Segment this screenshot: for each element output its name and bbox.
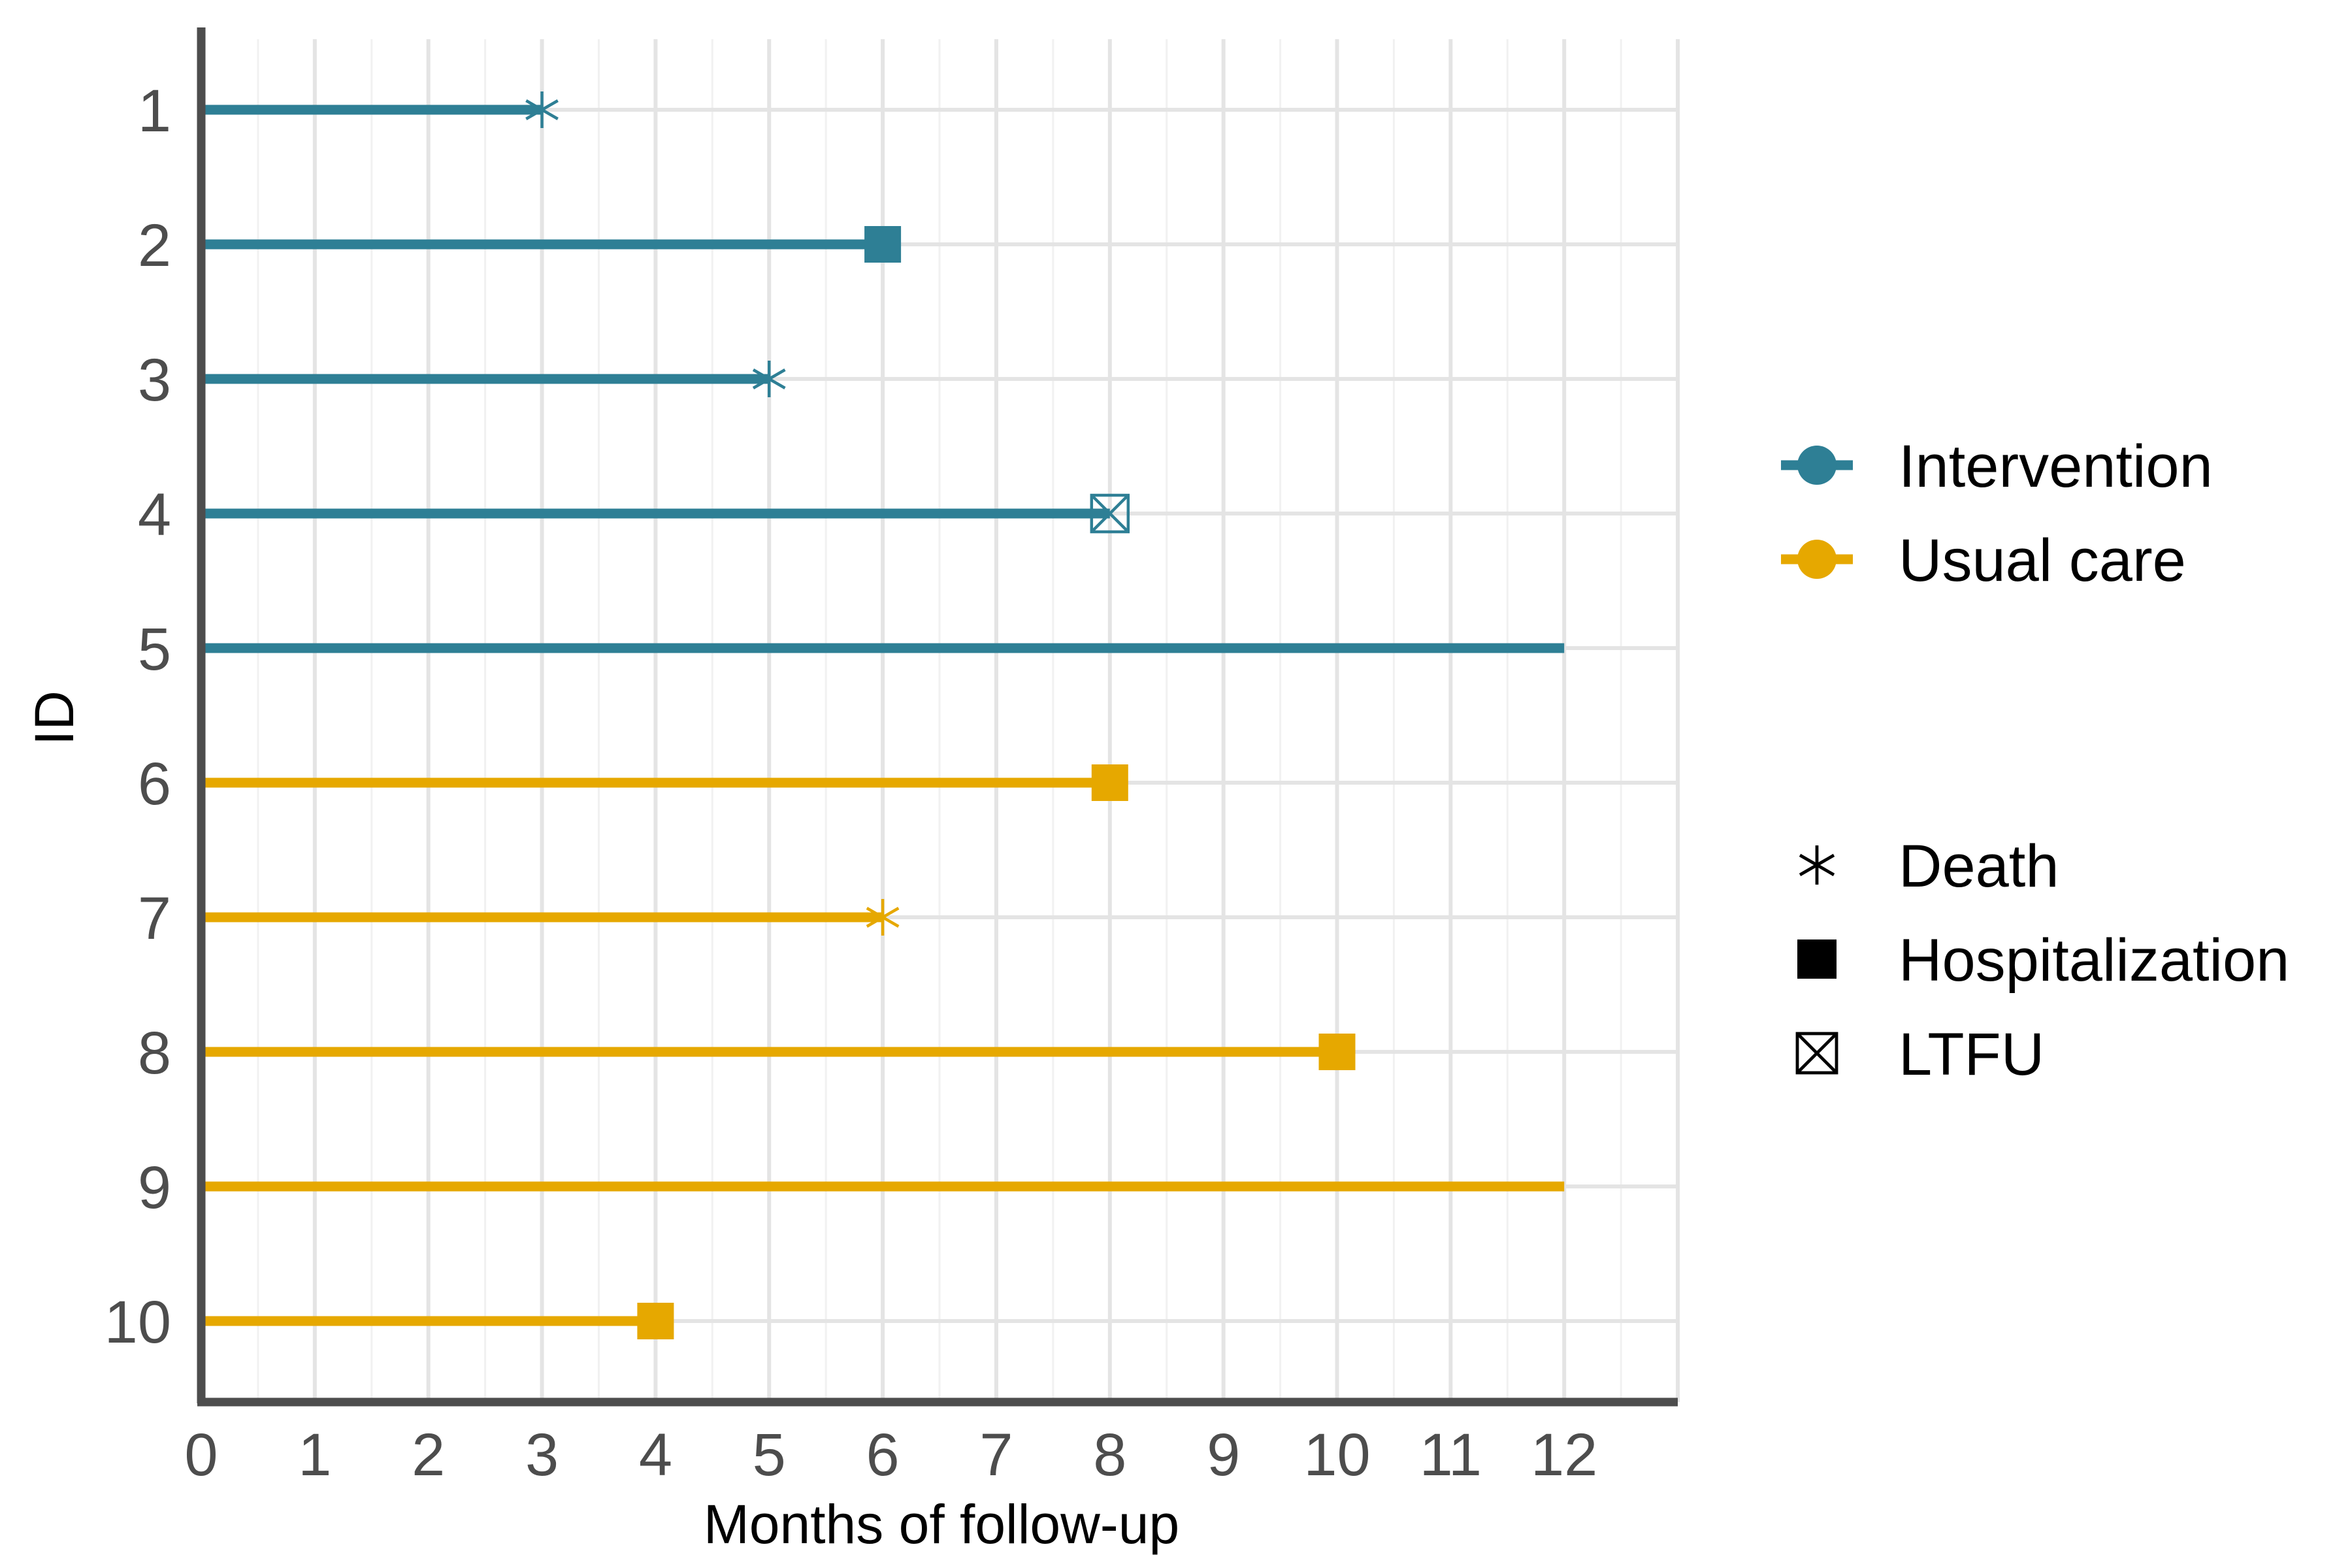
- x-tick-label: 8: [1093, 1422, 1126, 1488]
- legend-key-dot: [1797, 446, 1837, 485]
- y-tick-label: 2: [138, 212, 171, 279]
- y-tick-label: 6: [138, 751, 171, 817]
- legend-key-asterisk: [1799, 845, 1835, 885]
- y-tick-label: 5: [138, 616, 171, 683]
- x-tick-label: 7: [979, 1422, 1013, 1488]
- x-tick-label: 4: [639, 1422, 672, 1488]
- legend-label: LTFU: [1899, 1021, 2044, 1088]
- legend-key-dot: [1797, 540, 1837, 579]
- plot-area: [201, 91, 1565, 1339]
- event-marker-10: [637, 1303, 674, 1339]
- x-tick-label: 0: [184, 1422, 218, 1488]
- x-tick-label: 9: [1207, 1422, 1240, 1488]
- x-tick-label: 12: [1531, 1422, 1597, 1488]
- y-tick-label: 10: [105, 1289, 171, 1356]
- y-tick-label: 1: [138, 78, 171, 144]
- legend-label: Intervention: [1899, 433, 2213, 500]
- x-tick-label: 2: [412, 1422, 445, 1488]
- legend-label: Hospitalization: [1899, 927, 2289, 994]
- x-tick-label: 3: [525, 1422, 559, 1488]
- event-marker-1: [525, 91, 559, 128]
- event-marker-4: [1090, 493, 1130, 534]
- y-tick-label: 8: [138, 1020, 171, 1086]
- x-tick-label: 11: [1420, 1422, 1482, 1488]
- legend-label: Usual care: [1899, 527, 2186, 594]
- y-axis-title: ID: [24, 691, 85, 745]
- event-marker-7: [866, 899, 900, 936]
- y-tick-label: 4: [138, 482, 171, 548]
- x-tick-label: 5: [753, 1422, 786, 1488]
- y-tick-label: 3: [138, 347, 171, 414]
- legend-key-crossed-square: [1795, 1032, 1838, 1075]
- event-marker-3: [752, 361, 786, 397]
- x-tick-label: 6: [866, 1422, 900, 1488]
- legend-label: Death: [1899, 833, 2059, 900]
- x-tick-label: 1: [298, 1422, 331, 1488]
- x-axis-title: Months of follow-up: [704, 1494, 1179, 1555]
- y-tick-label: 7: [138, 885, 171, 952]
- event-marker-8: [1318, 1034, 1356, 1070]
- event-marker-2: [864, 226, 902, 263]
- y-tick-label: 9: [138, 1154, 171, 1221]
- legend-key-filled-square: [1797, 939, 1837, 979]
- legend: Intervention Usual care Death Hospitalizati…: [1781, 433, 2289, 1088]
- x-tick-label: 10: [1303, 1422, 1370, 1488]
- event-marker-6: [1091, 764, 1128, 801]
